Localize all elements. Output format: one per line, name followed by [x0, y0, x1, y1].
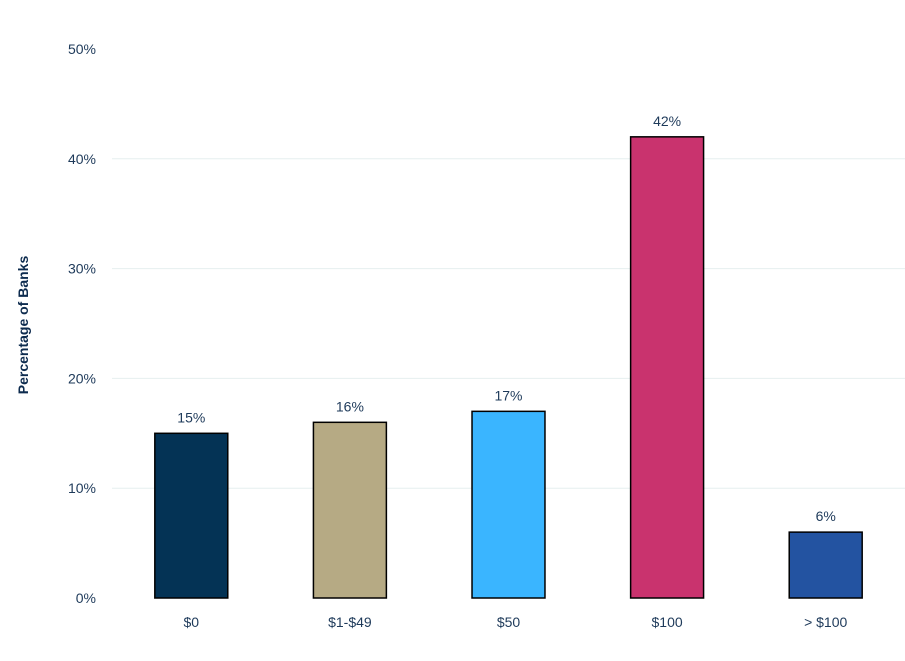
data-label: 6%	[816, 508, 836, 524]
x-tick-label: $50	[497, 614, 521, 630]
data-label: 15%	[177, 409, 205, 425]
y-tick-label: 50%	[68, 41, 96, 57]
x-axis-ticks: $0 $1-$49 $50 $100 > $100	[184, 614, 848, 630]
y-tick-label: 40%	[68, 151, 96, 167]
y-tick-label: 0%	[76, 590, 96, 606]
bar	[154, 432, 229, 599]
bar	[788, 531, 863, 599]
y-tick-label: 20%	[68, 370, 96, 386]
data-labels: 15% 16% 17% 42% 6%	[177, 113, 836, 524]
bar	[312, 421, 388, 599]
x-tick-label: $1-$49	[328, 614, 372, 630]
x-tick-label: $100	[652, 614, 683, 630]
y-axis-label: Percentage of Banks	[15, 256, 31, 395]
bar	[471, 410, 546, 599]
y-axis-ticks: 0% 10% 20% 30% 40% 50%	[68, 41, 96, 606]
data-label: 17%	[494, 387, 522, 403]
x-tick-label: $0	[184, 614, 200, 630]
x-tick-label: > $100	[804, 614, 847, 630]
data-label: 16%	[336, 398, 364, 414]
data-label: 42%	[653, 113, 681, 129]
bar	[629, 136, 705, 599]
y-tick-label: 10%	[68, 480, 96, 496]
bars	[154, 136, 863, 599]
y-tick-label: 30%	[68, 261, 96, 277]
